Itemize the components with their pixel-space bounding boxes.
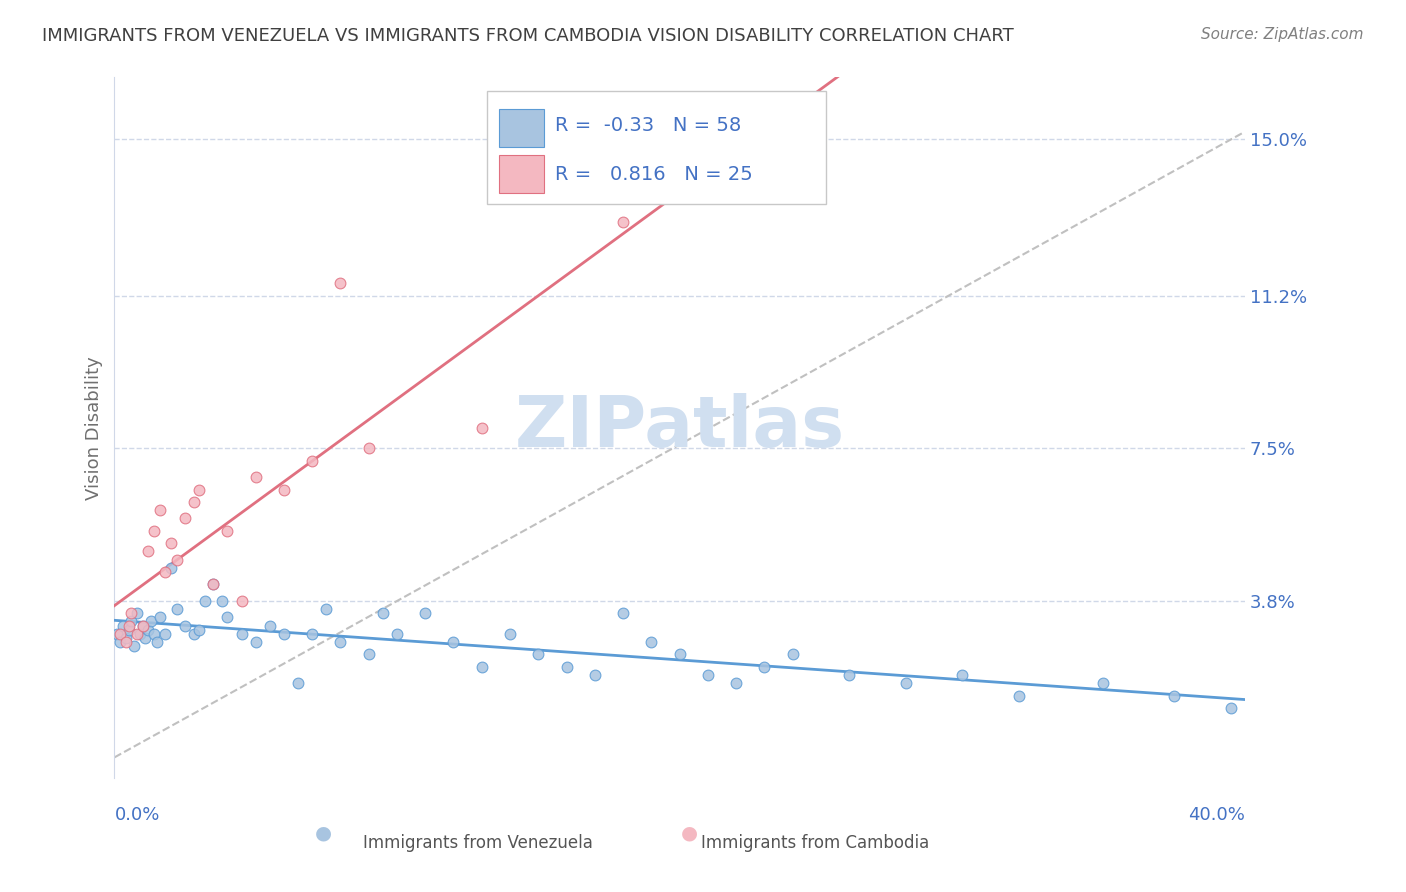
Point xyxy=(183,627,205,641)
Point xyxy=(950,668,973,682)
Point xyxy=(612,215,634,229)
Point xyxy=(149,503,172,517)
Point xyxy=(301,453,323,467)
Text: 0.0%: 0.0% xyxy=(114,806,160,824)
FancyBboxPatch shape xyxy=(488,92,827,203)
Point xyxy=(357,442,380,456)
Point xyxy=(128,627,150,641)
Point xyxy=(183,495,205,509)
Point xyxy=(111,618,134,632)
Point xyxy=(725,676,748,690)
Text: Source: ZipAtlas.com: Source: ZipAtlas.com xyxy=(1201,27,1364,42)
Point xyxy=(245,635,267,649)
Point xyxy=(245,470,267,484)
Point xyxy=(471,659,494,673)
Point xyxy=(155,565,177,579)
Point xyxy=(471,421,494,435)
Text: Immigrants from Venezuela: Immigrants from Venezuela xyxy=(363,834,593,852)
Point xyxy=(1219,701,1241,715)
Point xyxy=(105,627,128,641)
Point xyxy=(166,552,188,566)
Point xyxy=(1163,689,1185,703)
Point xyxy=(131,618,153,632)
Point xyxy=(287,676,309,690)
Point xyxy=(527,648,550,662)
Point xyxy=(329,635,352,649)
Point xyxy=(134,631,156,645)
Point xyxy=(211,594,233,608)
Point xyxy=(108,627,131,641)
Text: R =  -0.33   N = 58: R = -0.33 N = 58 xyxy=(555,116,741,135)
Point xyxy=(838,668,860,682)
Point xyxy=(114,635,136,649)
Point xyxy=(143,627,166,641)
Point xyxy=(188,623,211,637)
Point xyxy=(555,659,578,673)
Point xyxy=(117,618,139,632)
Point xyxy=(136,544,159,558)
Point xyxy=(301,627,323,641)
Point xyxy=(217,524,239,538)
Text: ●: ● xyxy=(681,824,697,843)
Point xyxy=(125,606,148,620)
Point xyxy=(894,676,917,690)
Point xyxy=(231,594,253,608)
Point xyxy=(273,483,295,497)
Point xyxy=(315,602,337,616)
Point xyxy=(120,606,142,620)
Point xyxy=(640,635,662,649)
Point xyxy=(131,618,153,632)
Text: 40.0%: 40.0% xyxy=(1188,806,1244,824)
Point xyxy=(231,627,253,641)
Text: Immigrants from Cambodia: Immigrants from Cambodia xyxy=(702,834,929,852)
Point xyxy=(754,659,776,673)
Point xyxy=(202,577,225,591)
Point xyxy=(612,606,634,620)
Point xyxy=(114,631,136,645)
Point xyxy=(188,483,211,497)
Point xyxy=(1007,689,1029,703)
FancyBboxPatch shape xyxy=(499,154,544,193)
Point xyxy=(146,635,169,649)
Point xyxy=(371,606,394,620)
Point xyxy=(357,648,380,662)
Point xyxy=(329,277,352,291)
Point xyxy=(696,668,718,682)
Point xyxy=(413,606,436,620)
Point xyxy=(143,524,166,538)
Point xyxy=(108,635,131,649)
Point xyxy=(202,577,225,591)
Point xyxy=(668,648,690,662)
Point xyxy=(782,648,804,662)
Point xyxy=(443,635,465,649)
Point xyxy=(499,627,522,641)
Point xyxy=(259,618,281,632)
Point xyxy=(160,536,183,550)
Point xyxy=(117,623,139,637)
Point xyxy=(174,511,197,525)
Point xyxy=(136,623,159,637)
Y-axis label: Vision Disability: Vision Disability xyxy=(86,356,103,500)
Point xyxy=(155,627,177,641)
Point xyxy=(139,615,162,629)
Point xyxy=(583,668,606,682)
Text: ZIPatlas: ZIPatlas xyxy=(515,393,845,462)
Text: IMMIGRANTS FROM VENEZUELA VS IMMIGRANTS FROM CAMBODIA VISION DISABILITY CORRELAT: IMMIGRANTS FROM VENEZUELA VS IMMIGRANTS … xyxy=(42,27,1014,45)
Point xyxy=(166,602,188,616)
Text: ●: ● xyxy=(315,824,332,843)
Point xyxy=(122,639,145,653)
Point xyxy=(194,594,217,608)
Point xyxy=(1092,676,1115,690)
Point xyxy=(217,610,239,624)
Point xyxy=(273,627,295,641)
Point xyxy=(149,610,172,624)
Point xyxy=(174,618,197,632)
Point xyxy=(385,627,408,641)
Point xyxy=(120,615,142,629)
Text: R =   0.816   N = 25: R = 0.816 N = 25 xyxy=(555,165,754,184)
FancyBboxPatch shape xyxy=(499,109,544,147)
Point xyxy=(160,561,183,575)
Point xyxy=(125,627,148,641)
